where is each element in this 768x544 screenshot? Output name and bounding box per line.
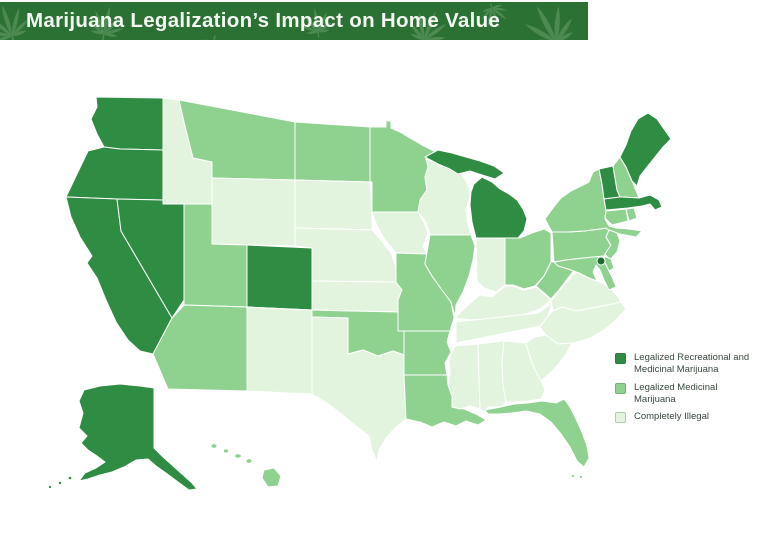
state-AK [78, 383, 198, 491]
state-AK-aleutians [57, 480, 63, 486]
page-title: Marijuana Legalization’s Impact on Home … [26, 9, 501, 32]
state-HI-maui [245, 458, 253, 464]
map-legend: Legalized Recreational and Medicinal Mar… [615, 352, 765, 429]
state-WY [211, 177, 296, 247]
state-FL [484, 398, 590, 468]
legend-swatch-recreational [615, 353, 626, 364]
state-MI-lower [469, 176, 528, 239]
legend-item-medicinal: Legalized Medicinal Marijuana [615, 382, 765, 407]
state-IA [371, 211, 429, 255]
state-IL [424, 234, 476, 317]
state-AK-aleutians [67, 475, 73, 481]
state-ME [619, 112, 672, 187]
state-FL-keys [578, 474, 584, 480]
legend-label-recreational: Legalized Recreational and Medicinal Mar… [634, 352, 750, 376]
state-AK-aleutians [47, 484, 53, 490]
state-WA [90, 96, 164, 151]
state-AL [477, 340, 507, 413]
state-CT [604, 208, 629, 226]
state-MA [603, 194, 663, 211]
state-HI-kauai [210, 443, 218, 449]
state-OR [65, 146, 164, 201]
legend-label-illegal: Completely Illegal [634, 411, 709, 423]
state-MS [447, 343, 481, 410]
state-RI [625, 207, 638, 222]
state-HI-big-island [261, 467, 282, 488]
state-NY [544, 168, 643, 238]
legend-label-medicinal: Legalized Medicinal Marijuana [634, 381, 718, 406]
state-ND [294, 121, 371, 183]
state-NM [246, 306, 313, 395]
state-FL-keys [570, 473, 576, 479]
state-SD [294, 179, 373, 231]
state-CO [246, 244, 313, 311]
legend-swatch-illegal [615, 412, 626, 424]
state-TX [311, 316, 408, 463]
state-AR [403, 330, 452, 376]
legend-swatch-medicinal [615, 382, 626, 394]
banner-leaf-pattern [0, 2, 588, 40]
state-HI-molokai [234, 453, 242, 459]
title-banner: Marijuana Legalization’s Impact on Home … [0, 2, 588, 40]
state-SC [525, 334, 573, 382]
legend-item-illegal: Completely Illegal [615, 411, 765, 424]
state-MI-upper [424, 149, 505, 180]
state-IN [475, 237, 506, 293]
state-HI-oahu [222, 448, 230, 454]
legend-item-recreational: Legalized Recreational and Medicinal Mar… [615, 352, 765, 377]
dc-marker-dot [596, 256, 606, 266]
state-KS [311, 280, 403, 313]
